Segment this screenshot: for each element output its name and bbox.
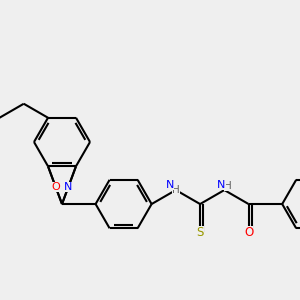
Text: O: O — [51, 182, 60, 192]
Text: N: N — [217, 180, 226, 190]
Text: S: S — [196, 226, 204, 238]
Text: N: N — [166, 180, 174, 190]
Text: N: N — [64, 182, 73, 192]
Text: H: H — [172, 185, 180, 195]
Text: H: H — [224, 181, 232, 191]
Text: O: O — [244, 226, 253, 238]
